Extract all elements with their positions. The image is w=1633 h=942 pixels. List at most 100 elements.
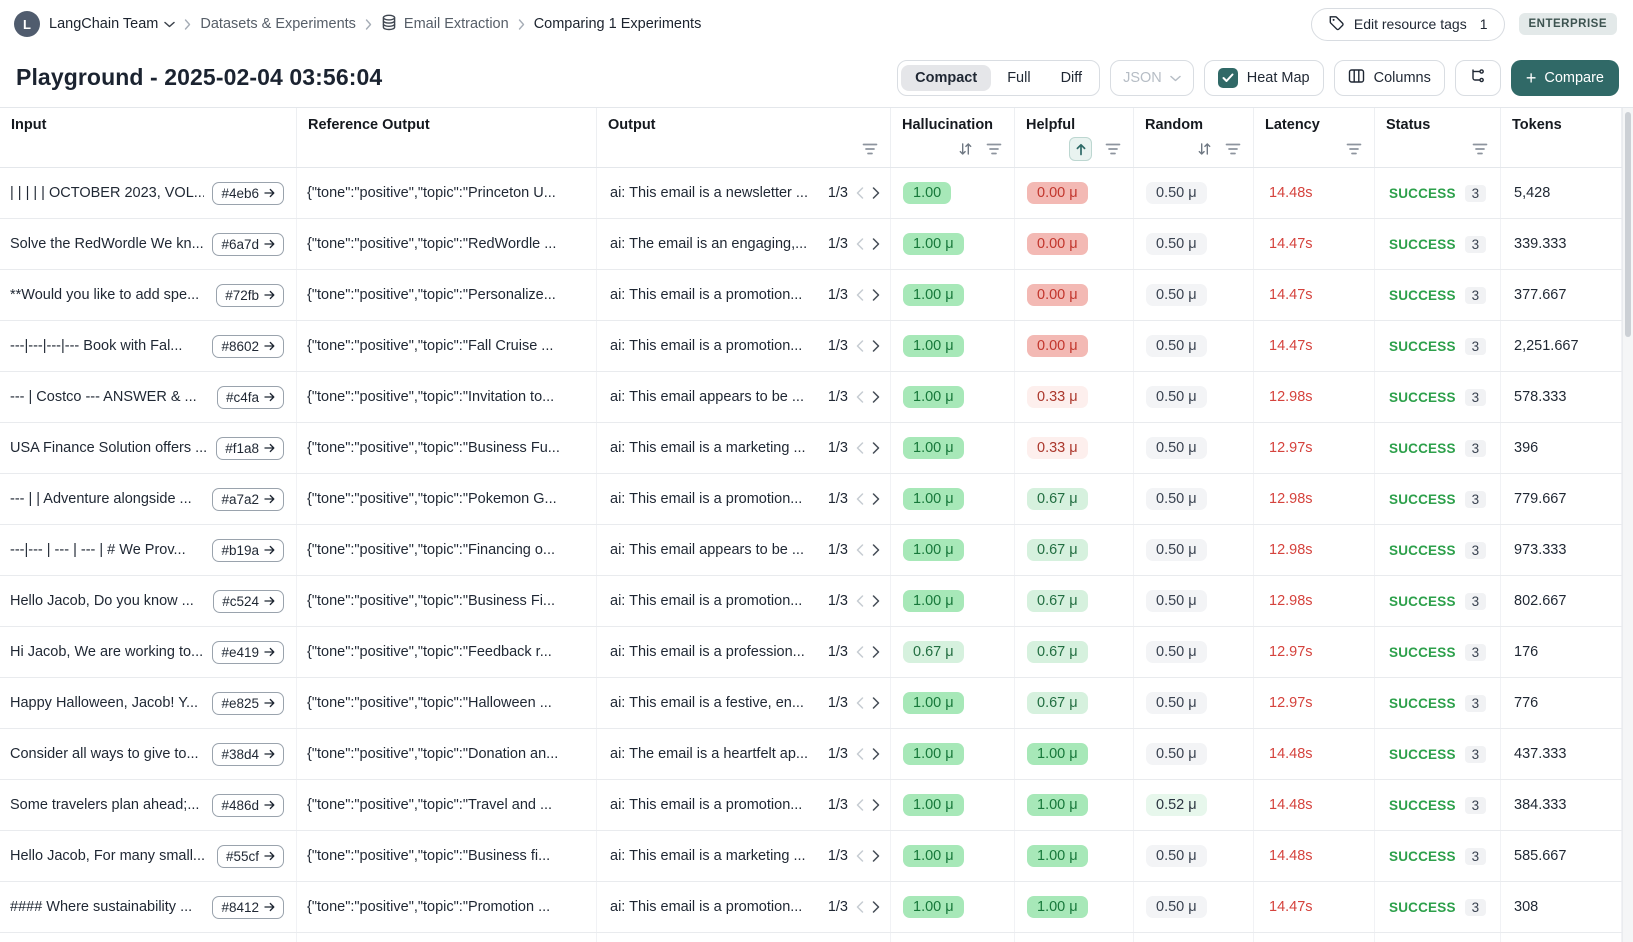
next-output-button[interactable] — [872, 238, 880, 250]
next-output-button[interactable] — [872, 697, 880, 709]
prev-output-button[interactable] — [856, 901, 864, 913]
next-output-button[interactable] — [872, 340, 880, 352]
next-output-button[interactable] — [872, 391, 880, 403]
prev-output-button[interactable] — [856, 646, 864, 658]
table-row[interactable]: | | | | | OCTOBER 2023, VOL... #4eb6 {"t… — [0, 168, 1633, 219]
next-output-button[interactable] — [872, 799, 880, 811]
filter-icon[interactable] — [862, 143, 878, 155]
prev-output-button[interactable] — [856, 391, 864, 403]
example-link[interactable]: #a7a2 — [212, 487, 284, 511]
table-row[interactable]: ---|--- | --- | --- | # We Prov... #b19a… — [0, 525, 1633, 576]
prev-output-button[interactable] — [856, 340, 864, 352]
latency-value: 12.98s — [1269, 542, 1313, 558]
prev-output-button[interactable] — [856, 799, 864, 811]
breadcrumb-datasets-link[interactable]: Datasets & Experiments — [200, 16, 356, 32]
example-link[interactable]: #38d4 — [212, 742, 284, 766]
filter-icon[interactable] — [1346, 143, 1362, 155]
input-text: Hello Jacob, For many small... — [10, 848, 206, 864]
view-mode-diff[interactable]: Diff — [1060, 69, 1083, 86]
next-output-button[interactable] — [872, 850, 880, 862]
example-link[interactable]: #f1a8 — [216, 436, 284, 460]
breadcrumb-separator-icon — [365, 18, 372, 30]
filter-icon[interactable] — [1472, 143, 1488, 155]
example-link[interactable]: #c524 — [213, 589, 284, 613]
prev-output-button[interactable] — [856, 187, 864, 199]
prev-output-button[interactable] — [856, 238, 864, 250]
table-row[interactable]: Hi Jacob, We are working to... #e419 {"t… — [0, 627, 1633, 678]
scrollbar-thumb[interactable] — [1625, 112, 1631, 337]
breadcrumb-dataset-link[interactable]: Email Extraction — [381, 14, 509, 35]
prev-output-button[interactable] — [856, 697, 864, 709]
example-link[interactable]: #55cf — [216, 844, 284, 868]
next-output-button[interactable] — [872, 493, 880, 505]
example-link[interactable]: #e419 — [212, 640, 284, 664]
sort-ascending-active-icon[interactable] — [1069, 137, 1092, 161]
compare-button[interactable]: + Compare — [1510, 59, 1619, 96]
status-cell: SUCCESS 3 — [1375, 831, 1501, 881]
helpful-score: 0.00 μ — [1027, 335, 1088, 357]
prev-output-button[interactable] — [856, 850, 864, 862]
status-badge: SUCCESS — [1389, 848, 1456, 864]
table-row[interactable]: USA Finance Solution offers ... #f1a8 {"… — [0, 423, 1633, 474]
example-link[interactable]: #c4fa — [216, 385, 284, 409]
prev-output-button[interactable] — [856, 544, 864, 556]
edit-resource-tags-button[interactable]: Edit resource tags 1 — [1310, 7, 1505, 41]
format-dropdown[interactable]: JSON — [1110, 59, 1194, 96]
next-output-button[interactable] — [872, 187, 880, 199]
table-row[interactable]: Some travelers plan ahead;... #486d {"to… — [0, 780, 1633, 831]
table-row[interactable]: #### Where sustainability ... #8412 {"to… — [0, 882, 1633, 933]
prev-output-button[interactable] — [856, 442, 864, 454]
prev-output-button[interactable] — [856, 493, 864, 505]
table-row[interactable]: --- | | Adventure alongside ... #a7a2 {"… — [0, 474, 1633, 525]
tree-view-button[interactable] — [1454, 59, 1501, 96]
output-text: ai: This email is a promotion... — [610, 287, 803, 303]
example-link[interactable]: #4eb6 — [212, 181, 284, 205]
prev-output-button[interactable] — [856, 289, 864, 301]
example-link[interactable]: #8602 — [212, 334, 284, 358]
table-row[interactable] — [0, 933, 1633, 942]
view-mode-full[interactable]: Full — [1007, 69, 1031, 86]
filter-icon[interactable] — [1105, 143, 1121, 155]
table-row[interactable]: **Would you like to add spe... #72fb {"t… — [0, 270, 1633, 321]
table-row[interactable]: Solve the RedWordle We kn... #6a7d {"ton… — [0, 219, 1633, 270]
next-output-button[interactable] — [872, 442, 880, 454]
heat-map-toggle[interactable]: Heat Map — [1203, 59, 1324, 96]
view-mode-compact[interactable]: Compact — [901, 64, 992, 91]
filter-icon[interactable] — [986, 143, 1002, 155]
next-output-button[interactable] — [872, 646, 880, 658]
example-link[interactable]: #e825 — [212, 691, 284, 715]
example-link[interactable]: #8412 — [212, 895, 284, 919]
prev-output-button[interactable] — [856, 595, 864, 607]
status-cell: SUCCESS 3 — [1375, 372, 1501, 422]
team-avatar[interactable]: L — [14, 11, 40, 37]
next-output-button[interactable] — [872, 289, 880, 301]
vertical-scrollbar[interactable] — [1622, 108, 1633, 942]
prev-output-button[interactable] — [856, 748, 864, 760]
sort-icon[interactable] — [958, 142, 973, 156]
team-selector[interactable]: LangChain Team — [49, 16, 176, 32]
table-row[interactable]: Consider all ways to give to... #38d4 {"… — [0, 729, 1633, 780]
filter-icon[interactable] — [1225, 143, 1241, 155]
example-link[interactable]: #b19a — [212, 538, 284, 562]
table-row[interactable]: Happy Halloween, Jacob! Y... #e825 {"ton… — [0, 678, 1633, 729]
example-link[interactable]: #72fb — [216, 283, 284, 307]
columns-button[interactable]: Columns — [1333, 59, 1445, 96]
example-link[interactable]: #6a7d — [212, 232, 284, 256]
tokens-value: 578.333 — [1514, 389, 1567, 405]
table-row[interactable]: --- | Costco --- ANSWER & ... #c4fa {"to… — [0, 372, 1633, 423]
tag-icon — [1328, 14, 1345, 34]
example-link[interactable]: #486d — [212, 793, 284, 817]
output-pager: 1/3 — [827, 389, 848, 405]
next-output-button[interactable] — [872, 901, 880, 913]
next-output-button[interactable] — [872, 595, 880, 607]
table-row[interactable]: Hello Jacob, For many small... #55cf {"t… — [0, 831, 1633, 882]
next-output-button[interactable] — [872, 748, 880, 760]
heat-map-checkbox[interactable] — [1217, 67, 1238, 88]
next-output-button[interactable] — [872, 544, 880, 556]
sort-icon[interactable] — [1197, 142, 1212, 156]
status-cell: SUCCESS 3 — [1375, 882, 1501, 932]
table-row[interactable]: Hello Jacob, Do you know ... #c524 {"ton… — [0, 576, 1633, 627]
plus-icon: + — [1525, 67, 1537, 88]
latency-cell: 12.98s — [1254, 525, 1375, 575]
table-row[interactable]: ---|---|---|--- Book with Fal... #8602 {… — [0, 321, 1633, 372]
